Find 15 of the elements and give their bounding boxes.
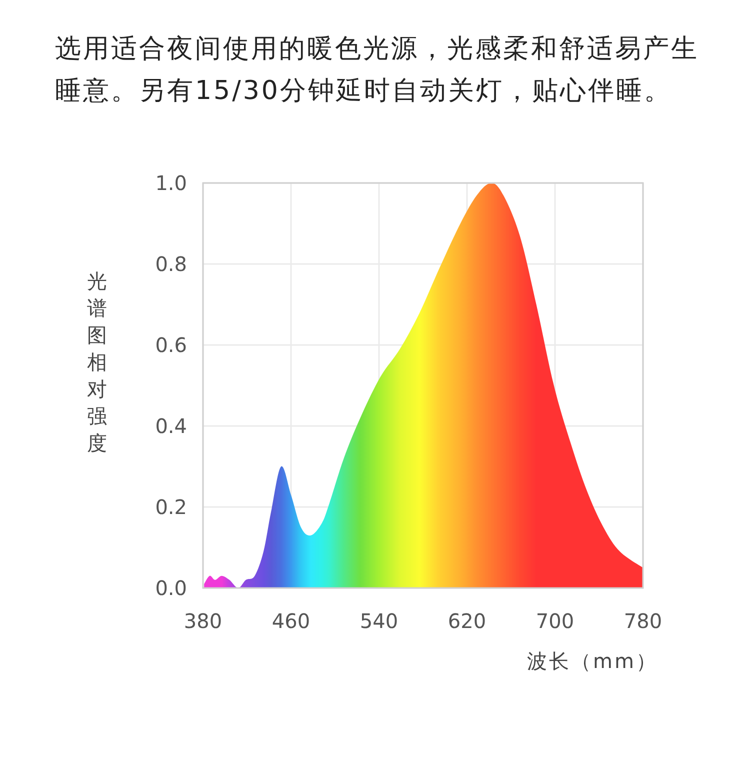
- x-tick-label: 620: [448, 609, 486, 633]
- x-axis-title: 波长（mm）: [527, 649, 658, 673]
- y-tick-label: 0.4: [155, 414, 187, 438]
- x-tick-label: 540: [360, 609, 398, 633]
- y-tick-label: 1.0: [155, 171, 187, 195]
- x-tick-label: 460: [272, 609, 310, 633]
- y-axis-title: 光谱图相对强度: [87, 269, 107, 455]
- y-tick-label: 0.8: [155, 252, 187, 276]
- chart-title: 选用适合夜间使用的暖色光源，光感柔和舒适易产生睡意。另有15/30分钟延时自动关灯，贴心伴睡。: [55, 33, 700, 108]
- x-tick-label: 780: [624, 609, 662, 633]
- y-tick-label: 0.2: [155, 495, 187, 519]
- x-tick-label: 380: [184, 609, 222, 633]
- y-tick-label: 0.0: [155, 576, 187, 600]
- y-tick-label: 0.6: [155, 333, 187, 357]
- x-tick-label: 700: [536, 609, 574, 633]
